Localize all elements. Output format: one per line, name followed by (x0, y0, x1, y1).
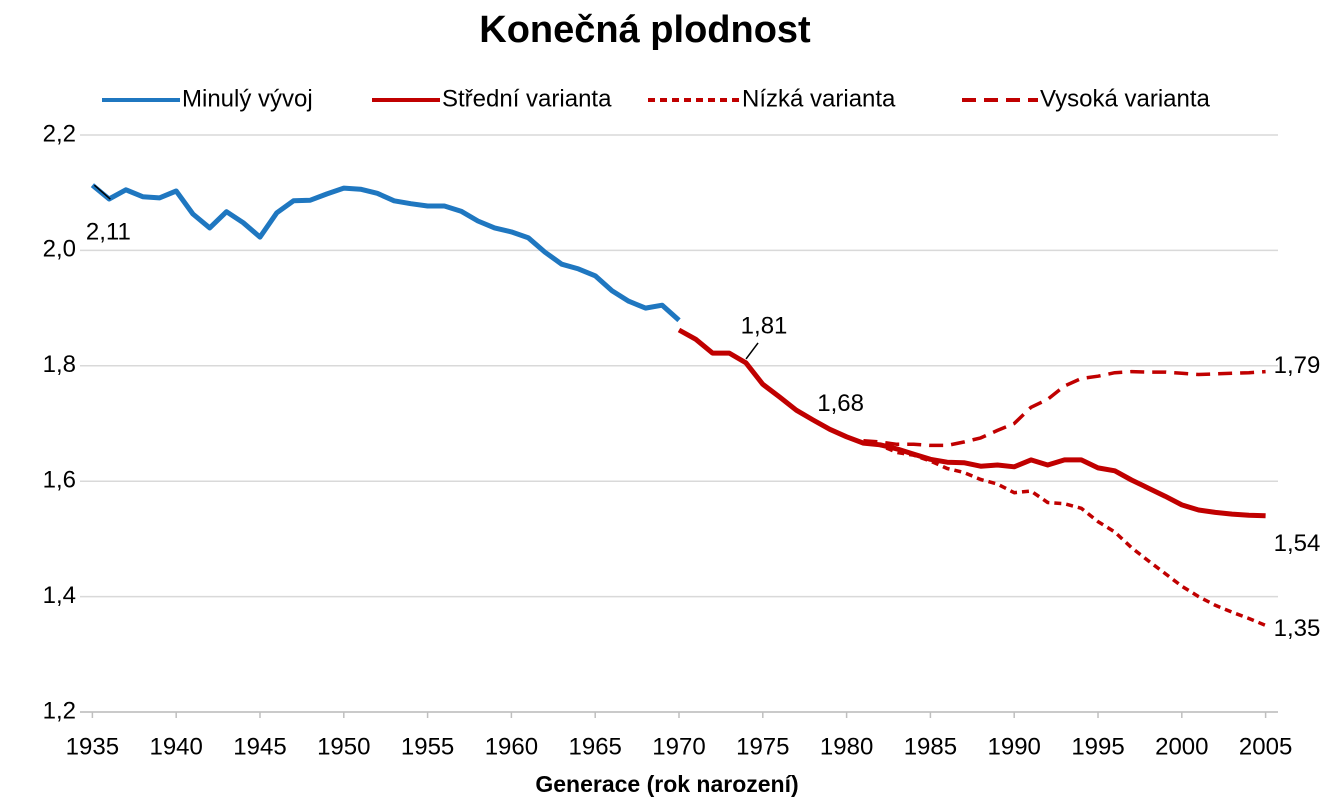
chart-title: Konečná plodnost (479, 9, 811, 51)
data-label: 1,35 (1274, 615, 1321, 642)
y-tick-label: 2,2 (43, 120, 76, 147)
x-tick-label: 2005 (1239, 733, 1292, 760)
x-tick-label: 1980 (820, 733, 873, 760)
x-tick-label: 1960 (485, 733, 538, 760)
series-line (90, 183, 681, 323)
y-tick-label: 1,2 (43, 697, 76, 724)
series-line (677, 327, 1266, 519)
x-tick-label: 1990 (988, 733, 1041, 760)
y-tick-label: 1,8 (43, 351, 76, 378)
data-label: 1,79 (1274, 352, 1321, 379)
x-tick-label: 1965 (569, 733, 622, 760)
x-tick-label: 1950 (317, 733, 370, 760)
x-tick-label: 1995 (1071, 733, 1124, 760)
y-tick-label: 1,4 (43, 582, 76, 609)
legend-label: Střední varianta (442, 85, 612, 112)
label-leader (745, 342, 759, 360)
legend-label: Vysoká varianta (1040, 85, 1211, 112)
legend-label: Nízká varianta (742, 85, 896, 112)
x-tick-label: 1945 (233, 733, 286, 760)
x-tick-label: 2000 (1155, 733, 1208, 760)
series-line (863, 369, 1266, 448)
y-tick-label: 2,0 (43, 236, 76, 263)
data-label: 1,81 (741, 312, 788, 339)
x-tick-label: 1955 (401, 733, 454, 760)
data-label: 2,11 (86, 219, 131, 246)
x-tick-label: 1975 (736, 733, 789, 760)
x-tick-label: 1985 (904, 733, 957, 760)
series-line (862, 439, 1267, 628)
x-axis-label: Generace (rok narození) (535, 771, 798, 797)
y-tick-label: 1,6 (43, 467, 76, 494)
data-label: 1,54 (1274, 530, 1321, 557)
data-label: 1,68 (817, 390, 864, 417)
label-leader (93, 184, 111, 200)
x-tick-label: 1935 (66, 733, 119, 760)
x-tick-label: 1940 (149, 733, 202, 760)
legend-label: Minulý vývoj (182, 85, 313, 112)
x-tick-label: 1970 (652, 733, 705, 760)
